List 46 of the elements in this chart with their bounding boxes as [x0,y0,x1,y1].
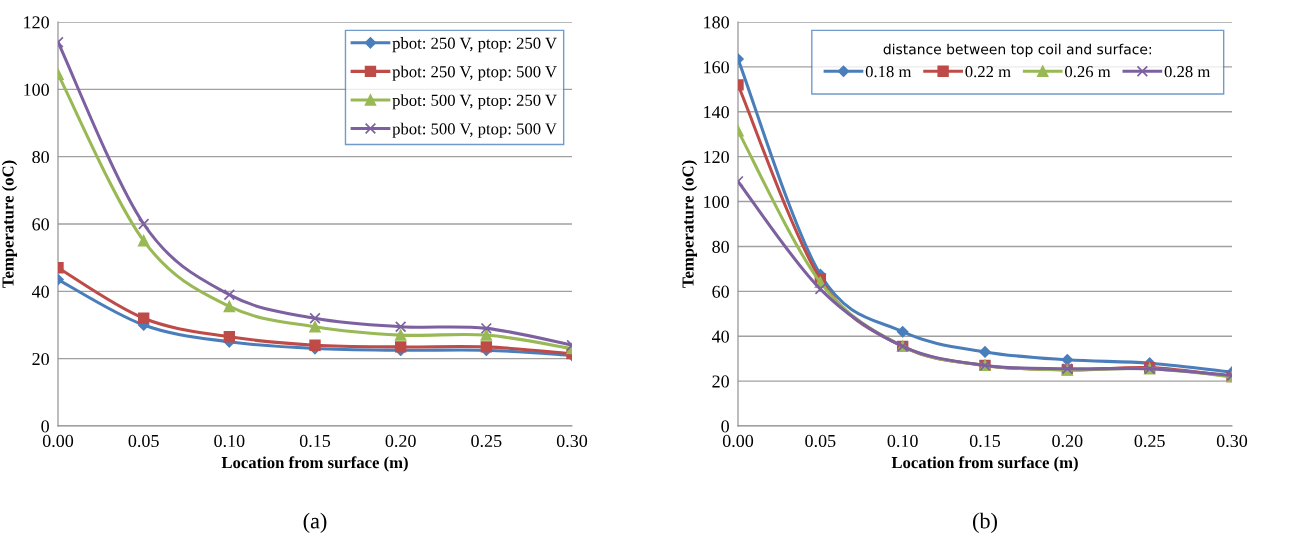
y-tick-label: 60 [712,285,729,298]
y-tick-label: 40 [31,285,49,298]
y-tick-label: 80 [712,240,729,253]
legend-label: pbot: 250 V, ptop: 500 V [392,65,557,81]
legend-label: pbot: 250 V, ptop: 250 V [392,37,557,53]
legend-label: 0.18 m [865,66,912,78]
x-tick-label: 0.30 [556,434,588,448]
y-tick-label: 100 [24,83,49,96]
x-axis-title: Location from surface (m) [221,456,408,472]
y-tick-label: 120 [704,150,729,164]
x-tick-label: 0.10 [887,434,918,448]
x-tick-label: 0.30 [1216,434,1248,448]
legend-label: 0.22 m [965,66,1011,78]
y-tick-label: 20 [32,352,49,366]
y-tick-label: 0 [721,420,729,433]
legend-label: pbot: 500 V, ptop: 500 V [392,122,557,138]
legend-title: distance between top coil and surface: [883,43,1151,58]
y-tick-label: 20 [712,375,729,388]
y-tick-label: 80 [32,150,49,164]
text: (a) [303,512,327,533]
legend-label: pbot: 500 V, ptop: 250 V [392,94,557,110]
legend-label: 0.26 m [1065,66,1111,78]
x-axis-title: Location from surface (m) [891,456,1078,472]
y-tick-label: 40 [711,330,729,343]
x-tick-label: 0.15 [299,434,331,448]
y-tick-label: 160 [704,61,729,74]
y-axis-title: Temperature (oC) [681,160,698,288]
x-tick-label: 0.25 [471,434,502,448]
x-tick-label: 0.20 [385,434,416,448]
y-tick-label: 0 [41,420,49,433]
x-tick-label: 0.00 [722,434,754,448]
text: (b) [973,512,997,533]
x-tick-label: 0.25 [1134,434,1165,448]
x-tick-label: 0.10 [214,434,245,448]
x-tick-label: 0.00 [42,434,74,448]
y-tick-label: 120 [24,16,49,29]
y-tick-label: 100 [704,195,729,208]
y-tick-label: 180 [704,16,729,29]
y-tick-label: 60 [32,218,49,231]
x-tick-label: 0.05 [128,434,159,448]
x-tick-label: 0.20 [1052,434,1083,448]
y-tick-label: 140 [704,106,729,119]
x-tick-label: 0.05 [805,434,836,448]
legend-label: 0.28 m [1164,66,1211,78]
x-tick-label: 0.15 [969,434,1001,448]
y-axis-title: Temperature (oC) [1,160,18,288]
